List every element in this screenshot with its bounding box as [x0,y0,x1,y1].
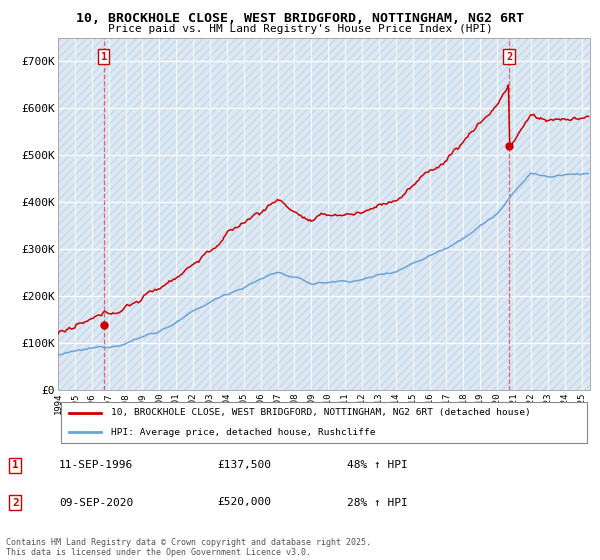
Text: 28% ↑ HPI: 28% ↑ HPI [347,497,408,507]
Text: Contains HM Land Registry data © Crown copyright and database right 2025.
This d: Contains HM Land Registry data © Crown c… [6,538,371,557]
Text: £520,000: £520,000 [218,497,272,507]
Text: 2: 2 [506,52,512,62]
Text: Price paid vs. HM Land Registry's House Price Index (HPI): Price paid vs. HM Land Registry's House … [107,24,493,34]
Text: 10, BROCKHOLE CLOSE, WEST BRIDGFORD, NOTTINGHAM, NG2 6RT (detached house): 10, BROCKHOLE CLOSE, WEST BRIDGFORD, NOT… [111,408,531,417]
Text: HPI: Average price, detached house, Rushcliffe: HPI: Average price, detached house, Rush… [111,428,376,437]
FancyBboxPatch shape [61,402,587,443]
Text: 10, BROCKHOLE CLOSE, WEST BRIDGFORD, NOTTINGHAM, NG2 6RT: 10, BROCKHOLE CLOSE, WEST BRIDGFORD, NOT… [76,12,524,25]
Text: 09-SEP-2020: 09-SEP-2020 [59,497,133,507]
Text: £137,500: £137,500 [218,460,272,470]
Text: 11-SEP-1996: 11-SEP-1996 [59,460,133,470]
Text: 1: 1 [101,52,107,62]
Text: 48% ↑ HPI: 48% ↑ HPI [347,460,408,470]
Text: 2: 2 [12,497,19,507]
Text: 1: 1 [12,460,19,470]
